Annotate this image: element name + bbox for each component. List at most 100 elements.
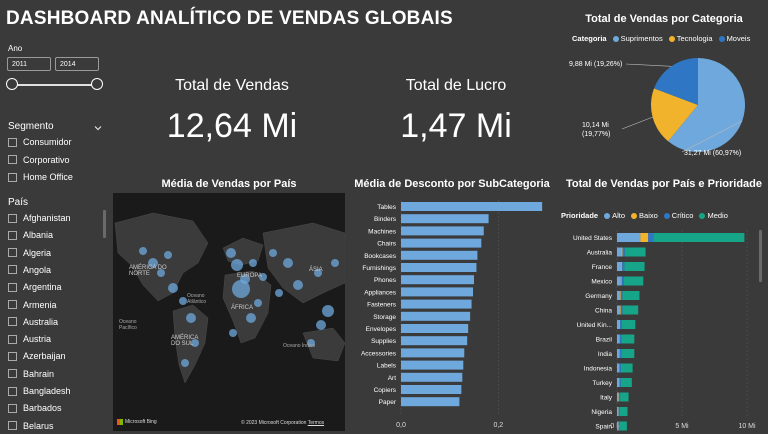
stacked-bar-segment-medio[interactable] xyxy=(653,233,745,242)
stacked-bar-segment-medio[interactable] xyxy=(621,334,635,344)
map-bubble[interactable] xyxy=(168,283,178,293)
stacked-bar-segment-baixo[interactable] xyxy=(620,305,621,315)
map-bubble[interactable] xyxy=(249,259,257,267)
checkbox[interactable] xyxy=(8,265,17,275)
stacked-bar-segment-medio[interactable] xyxy=(621,349,635,358)
map-bubble[interactable] xyxy=(157,269,165,277)
stacked-bar-segment-crítico[interactable] xyxy=(618,407,620,416)
stacked-bar-segment-baixo[interactable] xyxy=(619,320,621,329)
checkbox[interactable] xyxy=(8,369,17,379)
stacked-bar-segment-alto[interactable] xyxy=(617,262,622,271)
map-bubble[interactable] xyxy=(316,320,326,330)
checkbox[interactable] xyxy=(8,137,17,147)
country-chart-scrollbar[interactable] xyxy=(759,230,762,282)
stacked-bar-segment-alto[interactable] xyxy=(617,247,622,257)
year-slider-track[interactable] xyxy=(12,84,98,86)
stacked-bar-segment-medio[interactable] xyxy=(621,320,636,329)
stacked-bar-segment-baixo[interactable] xyxy=(640,233,649,242)
checkbox[interactable] xyxy=(8,351,17,361)
map-bubble[interactable] xyxy=(186,313,196,323)
priority-legend-item[interactable]: Medio xyxy=(707,211,728,220)
discount-bar[interactable] xyxy=(401,214,489,224)
map-bubble[interactable] xyxy=(331,259,339,267)
segment-option[interactable]: Corporativo xyxy=(8,155,70,165)
discount-bar[interactable] xyxy=(401,226,484,236)
country-list-scrollbar[interactable] xyxy=(103,210,106,238)
map-bubble[interactable] xyxy=(259,273,267,281)
discount-bar[interactable] xyxy=(401,202,543,211)
map-bubble[interactable] xyxy=(246,313,256,323)
map-bubble[interactable] xyxy=(322,305,334,317)
map-bubble[interactable] xyxy=(232,280,250,298)
discount-bar[interactable] xyxy=(401,311,471,321)
discount-bar[interactable] xyxy=(401,336,468,346)
map-bubble[interactable] xyxy=(139,247,147,255)
priority-legend-item[interactable]: Baixo xyxy=(639,211,658,220)
pie-legend-item[interactable]: Moveis xyxy=(726,34,751,43)
year-from-input[interactable]: 2011 xyxy=(7,57,51,71)
stacked-bar-segment-alto[interactable] xyxy=(617,378,620,387)
stacked-bar-segment-baixo[interactable] xyxy=(619,349,620,358)
stacked-bar-segment-medio[interactable] xyxy=(622,291,640,300)
priority-legend-item[interactable]: Alto xyxy=(612,211,626,220)
map-bubble[interactable] xyxy=(269,249,277,257)
discount-bar[interactable] xyxy=(401,348,465,358)
map-bubble[interactable] xyxy=(164,251,172,259)
stacked-bar-segment-crítico[interactable] xyxy=(619,363,621,373)
checkbox[interactable] xyxy=(8,172,17,182)
discount-bar[interactable] xyxy=(401,287,474,297)
discount-bar[interactable] xyxy=(401,397,460,407)
map-bubble[interactable] xyxy=(229,329,237,337)
stacked-bar-segment-alto[interactable] xyxy=(617,407,619,416)
stacked-bar-segment-crítico[interactable] xyxy=(619,334,622,344)
stacked-bar-segment-crítico[interactable] xyxy=(618,421,620,431)
pie-slice-suprimentos[interactable] xyxy=(668,58,745,152)
map-bubble[interactable] xyxy=(254,299,262,307)
stacked-bar-segment-crítico[interactable] xyxy=(622,247,625,257)
map-bubble[interactable] xyxy=(181,359,189,367)
stacked-bar-segment-medio[interactable] xyxy=(620,392,629,402)
discount-bar[interactable] xyxy=(401,263,477,272)
segment-option[interactable]: Home Office xyxy=(8,172,73,182)
stacked-bar-segment-alto[interactable] xyxy=(617,363,620,373)
stacked-bar-segment-medio[interactable] xyxy=(622,305,639,315)
discount-bar[interactable] xyxy=(401,360,464,370)
map-bubble[interactable] xyxy=(226,248,236,258)
stacked-bar-segment-baixo[interactable] xyxy=(620,276,622,286)
country-option[interactable]: Barbados xyxy=(8,403,62,413)
country-option[interactable]: Australia xyxy=(8,317,58,327)
stacked-bar-segment-medio[interactable] xyxy=(620,363,633,373)
year-to-input[interactable]: 2014 xyxy=(55,57,99,71)
map-bubble[interactable] xyxy=(275,289,283,297)
stacked-bar-segment-baixo[interactable] xyxy=(621,262,623,271)
stacked-bar-segment-medio[interactable] xyxy=(620,378,632,387)
pie-slice-moveis[interactable] xyxy=(654,58,698,105)
country-option[interactable]: Argentina xyxy=(8,282,62,292)
map-bubble[interactable] xyxy=(283,258,293,268)
discount-bar[interactable] xyxy=(401,385,462,394)
stacked-bar-segment-baixo[interactable] xyxy=(620,291,621,300)
map-bubble[interactable] xyxy=(314,269,322,277)
discount-bar[interactable] xyxy=(401,250,478,260)
checkbox[interactable] xyxy=(8,421,17,431)
map-bubble[interactable] xyxy=(179,297,187,305)
chevron-down-icon[interactable] xyxy=(93,120,103,138)
stacked-bar-segment-alto[interactable] xyxy=(617,305,621,315)
stacked-bar-segment-alto[interactable] xyxy=(617,276,621,286)
map-bubble[interactable] xyxy=(307,339,315,347)
map-bubble[interactable] xyxy=(231,259,243,271)
country-option[interactable]: Armenia xyxy=(8,300,57,310)
country-option[interactable]: Bahrain xyxy=(8,369,54,379)
country-option[interactable]: Angola xyxy=(8,265,51,275)
stacked-bar-segment-crítico[interactable] xyxy=(620,320,622,329)
discount-bar[interactable] xyxy=(401,275,474,285)
checkbox[interactable] xyxy=(8,403,17,413)
checkbox[interactable] xyxy=(8,155,17,164)
country-option[interactable]: Afghanistan xyxy=(8,213,71,223)
year-slider-start-handle[interactable] xyxy=(6,78,18,90)
stacked-bar-segment-medio[interactable] xyxy=(623,276,644,286)
checkbox[interactable] xyxy=(8,317,17,327)
stacked-bar-segment-crítico[interactable] xyxy=(622,262,625,271)
stacked-bar-segment-crítico[interactable] xyxy=(619,378,621,387)
stacked-bar-segment-crítico[interactable] xyxy=(648,233,654,242)
